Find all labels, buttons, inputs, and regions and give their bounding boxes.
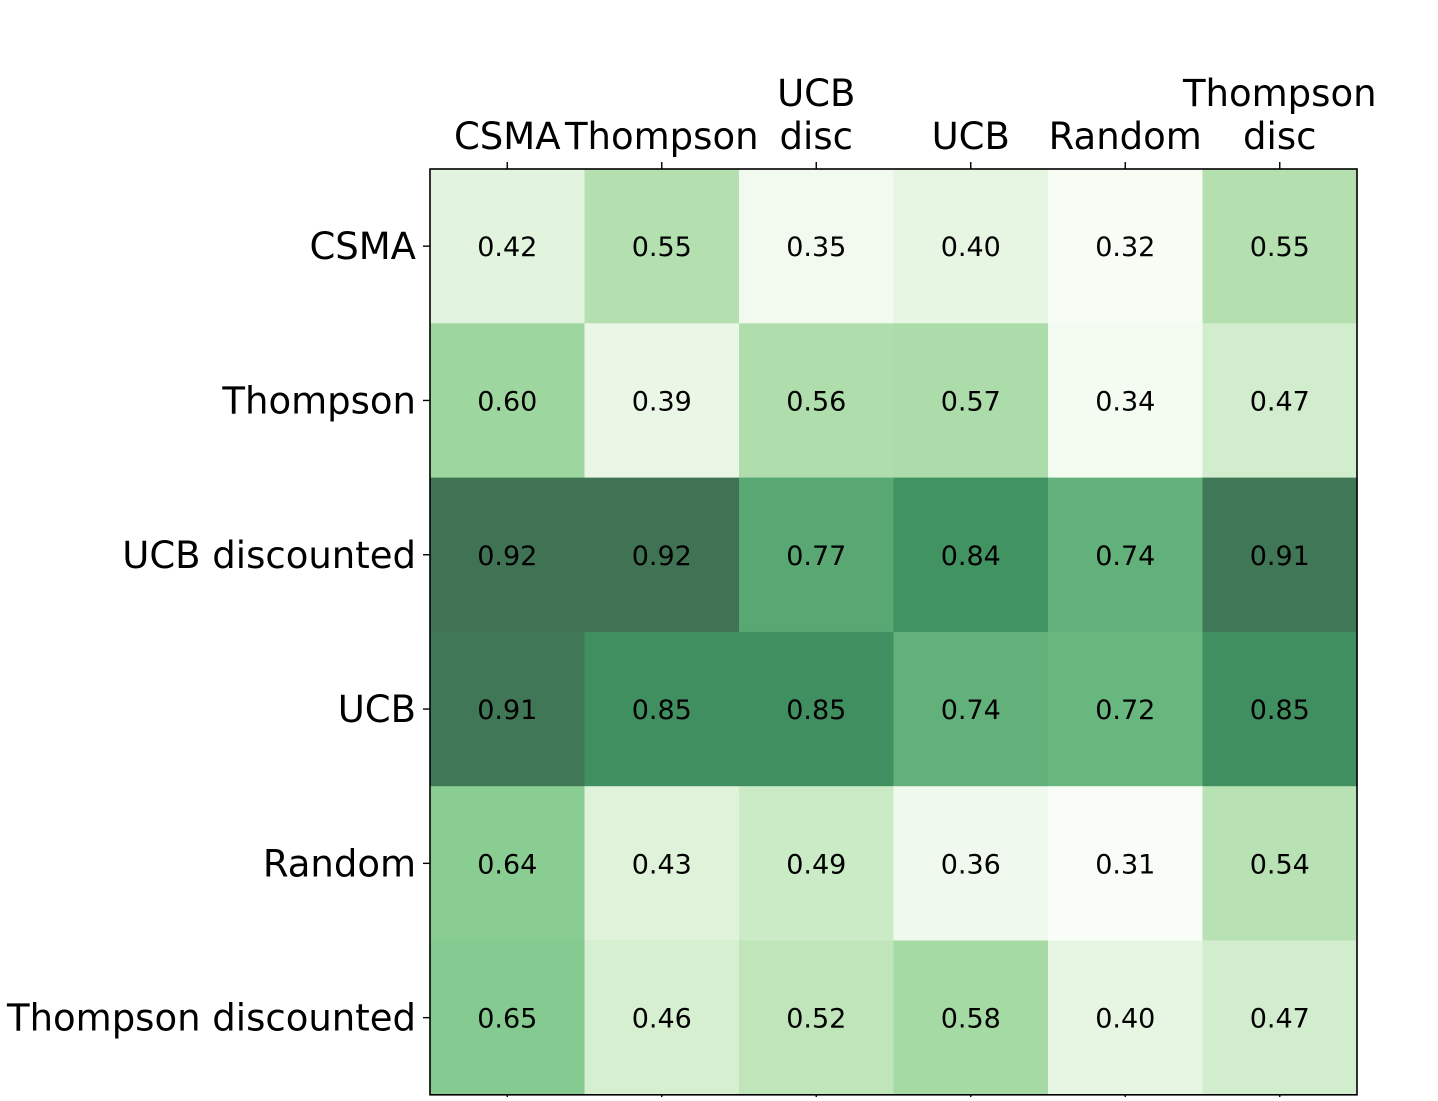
cell-value-label: 0.85 (786, 695, 846, 726)
x-tick-label: Thompson disc (1182, 72, 1377, 158)
cell-value-label: 0.85 (1250, 695, 1310, 726)
cell-value-label: 0.77 (786, 541, 846, 572)
cell-value-label: 0.31 (1095, 849, 1155, 880)
heatmap-cell (739, 786, 895, 942)
cell-value-label: 0.64 (477, 849, 537, 880)
heatmap-cell (1048, 323, 1204, 479)
heatmap-cell (1202, 169, 1358, 324)
heatmap-cell (1048, 786, 1204, 942)
heatmap-cell (1202, 323, 1358, 479)
cell-value-label: 0.46 (632, 1004, 692, 1035)
heatmap-cell (584, 477, 740, 633)
cell-value-label: 0.52 (786, 1004, 846, 1035)
heatmap-cell (739, 323, 895, 479)
heatmap-cell (739, 631, 895, 787)
cell-value-label: 0.56 (786, 386, 846, 417)
heatmap-cell (1048, 631, 1204, 787)
cell-value-label: 0.91 (477, 695, 537, 726)
x-tick-label-line: UCB (932, 115, 1010, 158)
heatmap-cell (1202, 477, 1358, 633)
y-tick-label: UCB (338, 688, 416, 731)
cell-value-label: 0.58 (941, 1004, 1001, 1035)
cell-value-label: 0.47 (1250, 1004, 1310, 1035)
heatmap-cell (584, 631, 740, 787)
cell-value-label: 0.91 (1250, 541, 1310, 572)
heatmap-cell (430, 477, 586, 633)
heatmap-cell (430, 169, 586, 324)
heatmap-cell (430, 940, 586, 1096)
cell-value-label: 0.43 (632, 849, 692, 880)
heatmap-cell (430, 323, 586, 479)
y-tick-label: Random (263, 842, 416, 885)
cell-value-label: 0.39 (632, 386, 692, 417)
cell-value-label: 0.36 (941, 849, 1001, 880)
heatmap-cell (893, 169, 1049, 324)
x-tick-label-line: CSMA (454, 115, 561, 158)
x-tick-label: UCB disc (777, 72, 855, 158)
x-tick-label: CSMA (454, 115, 561, 158)
cell-value-label: 0.47 (1250, 386, 1310, 417)
cell-value-label: 0.65 (477, 1004, 537, 1035)
heatmap-cell (584, 940, 740, 1096)
heatmap-cell (739, 169, 895, 324)
x-tick-label: UCB (932, 115, 1010, 158)
heatmap-value-labels: 0.42 0.55 0.35 0.40 0.32 0.55 0.60 0.39 0.56 0.57… (477, 232, 1310, 1035)
cell-value-label: 0.34 (1095, 386, 1155, 417)
heatmap-cell (893, 477, 1049, 633)
heatmap-cell (739, 477, 895, 633)
cell-value-label: 0.74 (1095, 541, 1155, 572)
cell-value-label: 0.92 (477, 541, 537, 572)
heatmap-cell (1202, 786, 1358, 942)
heatmap-cell (584, 169, 740, 324)
cell-value-label: 0.32 (1095, 232, 1155, 263)
cell-value-label: 0.55 (1250, 232, 1310, 263)
y-tick-label: Thompson (221, 379, 416, 422)
cell-value-label: 0.60 (477, 386, 537, 417)
heatmap-cells (430, 169, 1358, 1096)
cell-value-label: 0.49 (786, 849, 846, 880)
heatmap-cell (430, 786, 586, 942)
heatmap-cell (893, 323, 1049, 479)
x-tick-label: Random (1049, 115, 1202, 158)
x-tick-label-line: disc (780, 115, 853, 158)
x-tick-label-line: Random (1049, 115, 1202, 158)
cell-value-label: 0.92 (632, 541, 692, 572)
heatmap-cell (1202, 940, 1358, 1096)
heatmap-cell (1202, 631, 1358, 787)
x-tick-label-line: disc (1243, 115, 1316, 158)
cell-value-label: 0.42 (477, 232, 537, 263)
y-tick-label: Thompson discounted (6, 997, 416, 1040)
cell-value-label: 0.57 (941, 386, 1001, 417)
cell-value-label: 0.74 (941, 695, 1001, 726)
cell-value-label: 0.84 (941, 541, 1001, 572)
cell-value-label: 0.85 (632, 695, 692, 726)
plot-frame (429, 168, 1358, 1096)
heatmap-cell (430, 631, 586, 787)
heatmap-cell (893, 940, 1049, 1096)
cell-value-label: 0.54 (1250, 849, 1310, 880)
y-tick-label: CSMA (309, 225, 416, 268)
heatmap-cell (584, 786, 740, 942)
heatmap-cell (1048, 477, 1204, 633)
y-tick-label: UCB discounted (122, 534, 416, 577)
heatmap-cell (893, 631, 1049, 787)
cell-value-label: 0.40 (1095, 1004, 1155, 1035)
x-tick-label-line: Thompson (564, 115, 759, 158)
cell-value-label: 0.72 (1095, 695, 1155, 726)
cell-value-label: 0.40 (941, 232, 1001, 263)
heatmap-cell (893, 786, 1049, 942)
heatmap-cell (584, 323, 740, 479)
cell-value-label: 0.35 (786, 232, 846, 263)
x-tick-label-line: UCB (777, 72, 855, 115)
x-tick-label: Thompson (564, 115, 759, 158)
heatmap-cell (739, 940, 895, 1096)
heatmap-cell (1048, 169, 1204, 324)
x-tick-label-line: Thompson (1182, 72, 1377, 115)
heatmap-cell (1048, 940, 1204, 1096)
cell-value-label: 0.55 (632, 232, 692, 263)
